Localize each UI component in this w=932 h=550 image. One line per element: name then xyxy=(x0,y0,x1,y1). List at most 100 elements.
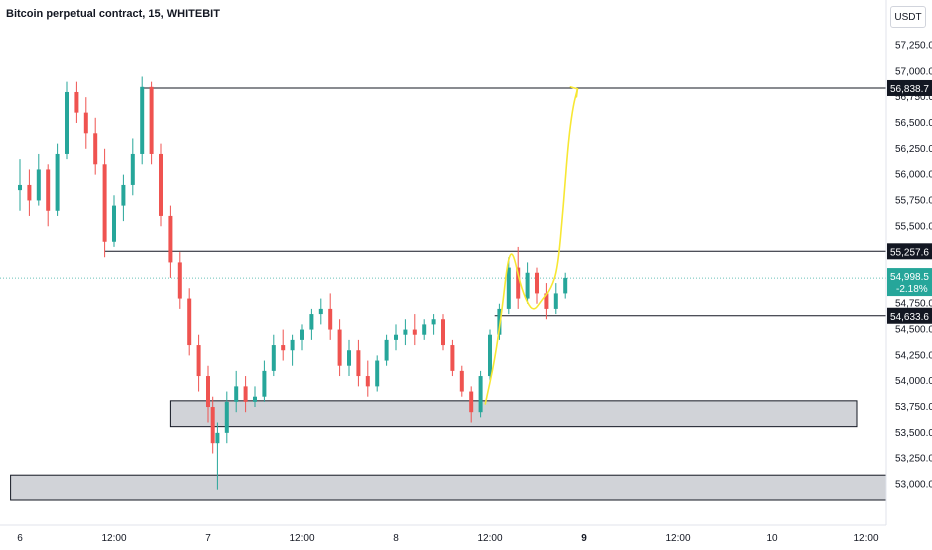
candle-body xyxy=(384,339,389,361)
candle-body xyxy=(318,308,323,315)
price-tick-label: 55,750.0 xyxy=(895,195,932,206)
candle-body xyxy=(422,324,427,335)
candle-body xyxy=(535,272,539,294)
price-tick-label: 53,250.0 xyxy=(895,454,932,465)
candle-body xyxy=(74,91,79,113)
candle-body xyxy=(177,262,182,299)
price-tick-label: 56,250.0 xyxy=(895,144,932,155)
candle-body xyxy=(300,329,304,340)
level-price-label: 54,633.6 xyxy=(890,312,929,323)
level-price-label: 56,838.7 xyxy=(890,84,929,95)
currency-button[interactable]: USDT xyxy=(890,6,926,28)
candle-body xyxy=(281,345,286,351)
candle-body xyxy=(253,396,257,402)
candle-body xyxy=(469,391,474,413)
candle-body xyxy=(544,293,549,309)
time-tick-label: 10 xyxy=(766,533,778,544)
time-tick-label: 7 xyxy=(205,533,211,544)
candle-body xyxy=(290,339,295,351)
candle-body xyxy=(215,432,220,444)
price-tick-label: 53,750.0 xyxy=(895,402,932,413)
candle-body xyxy=(271,345,276,371)
level-price-tag xyxy=(887,79,932,96)
candle-body xyxy=(149,86,154,154)
time-tick-label: 12:00 xyxy=(477,533,502,544)
price-tick-label: 56,750.0 xyxy=(895,92,932,103)
candle-body xyxy=(46,169,51,211)
price-tick-label: 54,500.0 xyxy=(895,325,932,336)
candle-body xyxy=(365,376,370,387)
candle-body xyxy=(488,334,492,377)
price-tick-label: 56,500.0 xyxy=(895,118,932,129)
candle-body xyxy=(234,386,239,402)
candle-body xyxy=(18,184,22,191)
price-tick-label: 56,000.0 xyxy=(895,170,932,181)
price-tick-label: 57,250.0 xyxy=(895,40,932,51)
price-tick-label: 53,000.0 xyxy=(895,480,932,491)
time-tick-label: 6 xyxy=(17,533,23,544)
candle-body xyxy=(412,329,417,335)
candle-body xyxy=(347,350,351,366)
zones xyxy=(10,400,887,501)
price-tick-label: 53,500.0 xyxy=(895,428,932,439)
price-tick-label: 55,500.0 xyxy=(895,221,932,232)
candle-body xyxy=(459,370,464,392)
candle-body xyxy=(187,298,192,346)
candle-body xyxy=(497,308,502,335)
candle-body xyxy=(403,329,408,335)
forecast-arrowhead xyxy=(569,86,579,98)
level-price-tag xyxy=(887,307,932,324)
candle-body xyxy=(210,407,215,444)
candle-body xyxy=(159,153,163,216)
candle-body xyxy=(506,267,511,309)
candle-body xyxy=(516,267,521,299)
candle-body xyxy=(243,386,248,402)
price-tick-label: 57,000.0 xyxy=(895,66,932,77)
price-labels: 56,838.7 55,257.6 54,633.6 54,998.5-2.18% xyxy=(887,79,932,324)
candle-body xyxy=(121,184,126,206)
last-price-label: 54,998.5 xyxy=(890,272,929,283)
candle-body xyxy=(309,314,314,330)
price-tick-label: 54,000.0 xyxy=(895,376,932,387)
time-tick-label: 12:00 xyxy=(289,533,314,544)
candle-body xyxy=(563,277,568,294)
price-tick-label: 54,750.0 xyxy=(895,299,932,310)
candle-body xyxy=(337,329,342,366)
candle-body xyxy=(450,345,455,371)
time-axis: 6 12:00 7 12:00 8 12:00 9 12:00 10 12:00 xyxy=(17,533,879,544)
candle-body xyxy=(27,184,32,201)
candles xyxy=(18,76,568,490)
price-levels xyxy=(0,87,886,317)
candle-body xyxy=(36,169,41,201)
last-price-change: -2.18% xyxy=(896,284,928,295)
candle-body xyxy=(356,350,361,377)
candle-body xyxy=(65,91,69,154)
candle-body xyxy=(196,345,201,377)
candle-body xyxy=(441,319,445,346)
time-tick-label: 12:00 xyxy=(853,533,878,544)
candle-body xyxy=(431,319,436,325)
chart-title: Bitcoin perpetual contract, 15, WHITEBIT xyxy=(6,8,220,20)
time-tick-label: 8 xyxy=(393,533,399,544)
candle-body xyxy=(262,370,267,397)
forecast-path xyxy=(484,88,579,405)
price-axis: 57,250.0 57,000.0 56,750.0 56,500.0 56,250.0… xyxy=(895,40,932,490)
candle-body xyxy=(93,133,98,165)
candle-body xyxy=(525,272,530,299)
candle-body xyxy=(478,376,483,413)
candle-body xyxy=(206,376,210,408)
level-price-tag xyxy=(887,243,932,260)
candle-body xyxy=(553,293,558,309)
trend-drawing xyxy=(484,86,579,405)
candle-body xyxy=(112,205,116,242)
level-price-label: 55,257.6 xyxy=(890,247,929,258)
candle-body xyxy=(130,153,135,185)
candle-body xyxy=(168,215,173,263)
price-tick-label: 54,250.0 xyxy=(895,350,932,361)
candle-body xyxy=(375,360,380,387)
last-price-tag xyxy=(887,268,932,297)
candle-body xyxy=(83,112,88,134)
time-tick-label: 12:00 xyxy=(665,533,690,544)
candle-body xyxy=(394,334,398,340)
